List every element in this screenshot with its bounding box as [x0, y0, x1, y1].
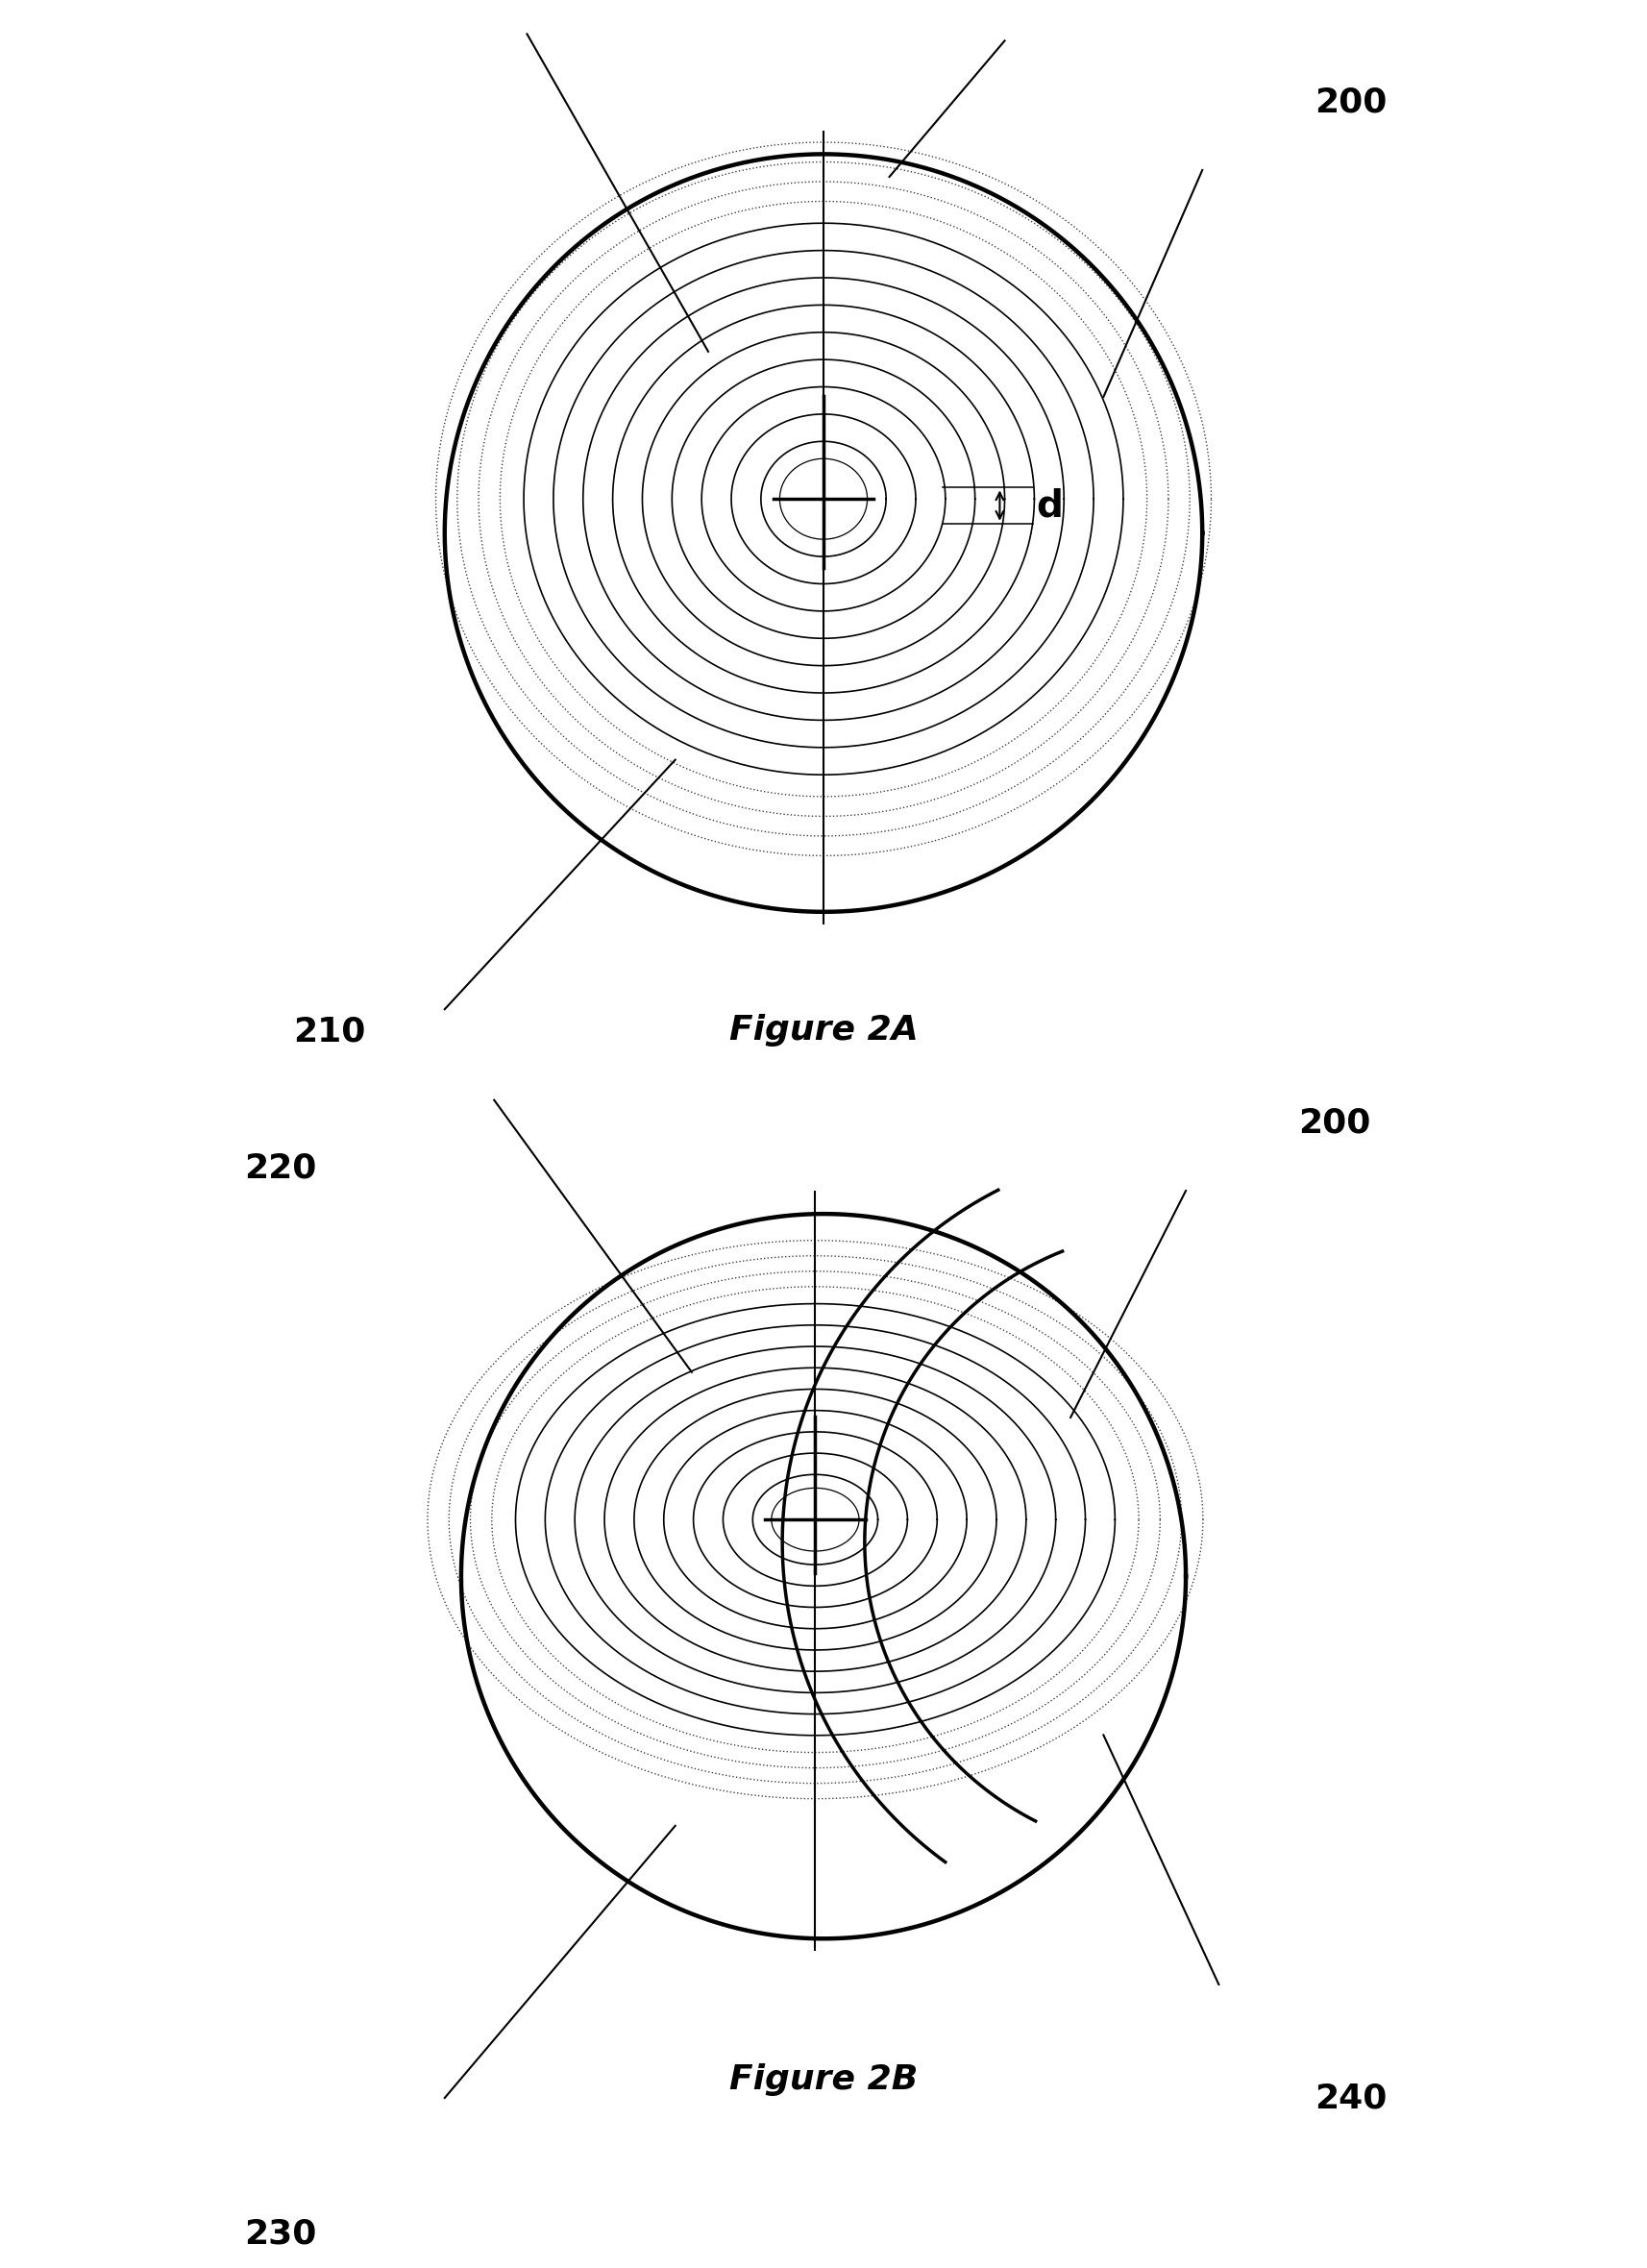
Polygon shape: [771, 1488, 860, 1551]
Text: d: d: [1036, 488, 1062, 524]
Text: 200: 200: [1314, 86, 1387, 118]
Text: 200: 200: [1298, 1107, 1370, 1139]
Text: Figure 2B: Figure 2B: [730, 2064, 917, 2096]
Text: 240: 240: [1314, 2082, 1387, 2114]
Text: 230: 230: [244, 2218, 316, 2250]
Polygon shape: [779, 458, 868, 540]
Text: 220: 220: [244, 1152, 316, 1184]
Text: Figure 2A: Figure 2A: [730, 1014, 917, 1046]
Text: 210: 210: [293, 1016, 366, 1048]
